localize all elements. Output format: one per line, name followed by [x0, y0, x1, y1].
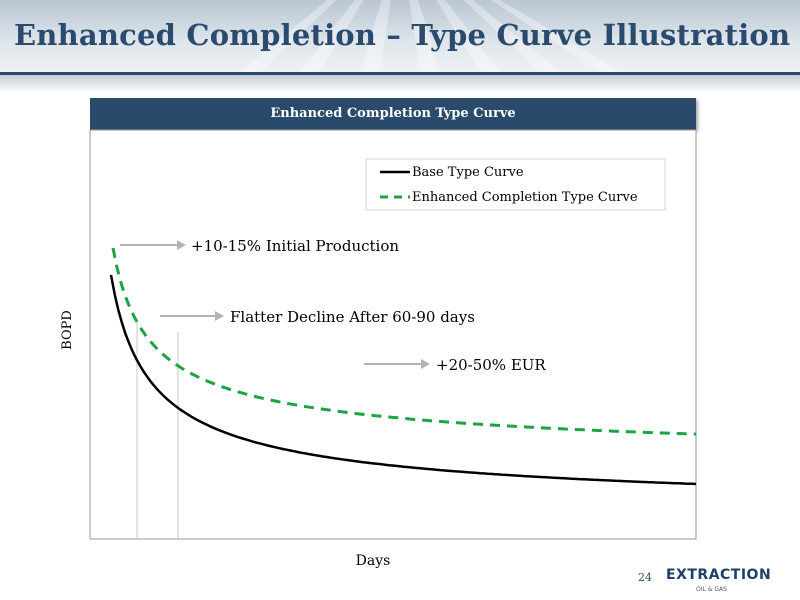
enhanced-curve-line: [111, 247, 697, 436]
header-band: Enhanced Completion – Type Curve Illustr…: [0, 0, 800, 72]
annotation-text: Flatter Decline After 60-90 days: [230, 308, 475, 326]
annotation-text: +10-15% Initial Production: [191, 237, 399, 255]
annotation-flatter-decline: Flatter Decline After 60-90 days: [160, 308, 475, 326]
arrow-head: [215, 311, 224, 321]
header-shadow: [0, 75, 800, 93]
legend-box: [365, 158, 666, 211]
legend-label-enhanced: Enhanced Completion Type Curve: [412, 190, 638, 205]
annotation-text: +20-50% EUR: [436, 356, 546, 374]
annotation-eur: +20-50% EUR: [364, 356, 546, 374]
base-curve-line: [109, 274, 697, 486]
y-axis-label: BOPD: [60, 310, 75, 350]
slide-number: 24: [638, 571, 652, 584]
annotation-initial-production: +10-15% Initial Production: [120, 237, 399, 255]
arrow-head: [177, 240, 186, 250]
page-title: Enhanced Completion – Type Curve Illustr…: [14, 18, 791, 52]
header-sunburst: [240, 0, 620, 72]
logo-subtext: OIL & GAS: [696, 586, 727, 593]
arrow-head: [421, 359, 430, 369]
logo-wordmark: EXTRACTION: [666, 567, 772, 583]
x-axis-label: Days: [355, 553, 391, 569]
legend: Base Type Curve Enhanced Completion Type…: [365, 158, 666, 211]
chart-title: Enhanced Completion Type Curve: [90, 98, 696, 130]
header-rule: [0, 72, 800, 75]
company-logo: EXTRACTION OIL & GAS: [666, 565, 771, 597]
legend-label-base: Base Type Curve: [412, 165, 524, 180]
